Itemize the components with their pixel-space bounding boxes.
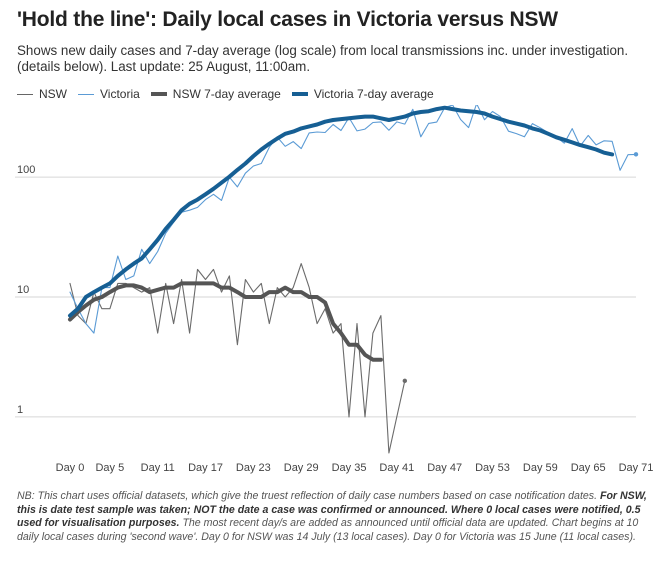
footnote-bold-text: For NSW, this is date test sample was ta… [17, 490, 647, 529]
series-line-nsw-7-day-average [68, 281, 383, 362]
legend-label-victoria: Victoria [100, 87, 140, 101]
footnote-text-2: The most recent day/s are added as annou… [17, 517, 639, 543]
x-tick-label-0: Day 0 [56, 462, 85, 474]
legend-label-nsw-avg: NSW 7-day average [172, 87, 281, 101]
series-line-victoria-7-day-average [68, 105, 615, 318]
chart-footnote: NB: This chart uses official datasets, w… [17, 490, 647, 544]
series-end-point-nsw [402, 378, 408, 384]
legend-item-nsw-avg[interactable]: NSW 7-day average [150, 87, 281, 101]
line-chart: 1 10 100 Day 0 Day 5 Day 11 Day 17 Day 23 Day 29… [15, 105, 654, 474]
legend-swatch-nsw [17, 93, 33, 95]
chart-subtitle: Shows new daily cases and 7-day average … [17, 43, 629, 74]
series-line-victoria [69, 105, 637, 334]
footnote-text-1: NB: This chart uses official datasets, w… [17, 490, 598, 502]
chart-legend: NSW Victoria NSW 7-day average Victoria … [17, 87, 445, 101]
legend-item-victoria[interactable]: Victoria [78, 87, 140, 101]
x-tick-label-71: Day 71 [619, 462, 654, 474]
x-tick-label-17: Day 17 [188, 462, 223, 474]
legend-item-nsw[interactable]: NSW [17, 87, 67, 101]
legend-label-victoria-avg: Victoria 7-day average [313, 87, 434, 101]
x-tick-label-35: Day 35 [332, 462, 367, 474]
y-tick-label-1: 1 [17, 404, 23, 416]
y-tick-label-100: 100 [17, 164, 35, 176]
x-tick-label-5: Day 5 [95, 462, 124, 474]
x-tick-label-29: Day 29 [284, 462, 319, 474]
x-tick-label-47: Day 47 [427, 462, 462, 474]
series-end-point-victoria [633, 152, 639, 157]
x-tick-label-41: Day 41 [379, 462, 414, 474]
legend-item-victoria-avg[interactable]: Victoria 7-day average [291, 87, 434, 101]
legend-label-nsw: NSW [39, 87, 67, 101]
x-tick-label-53: Day 53 [475, 462, 510, 474]
x-tick-label-59: Day 59 [523, 462, 558, 474]
y-tick-label-10: 10 [17, 284, 29, 296]
legend-swatch-victoria-avg [291, 92, 308, 96]
legend-swatch-victoria [78, 93, 94, 95]
legend-swatch-nsw-avg [150, 92, 167, 96]
chart-title: 'Hold the line': Daily local cases in Vi… [17, 8, 558, 31]
x-tick-label-65: Day 65 [571, 462, 606, 474]
x-tick-label-23: Day 23 [236, 462, 271, 474]
x-tick-label-11: Day 11 [141, 462, 175, 474]
